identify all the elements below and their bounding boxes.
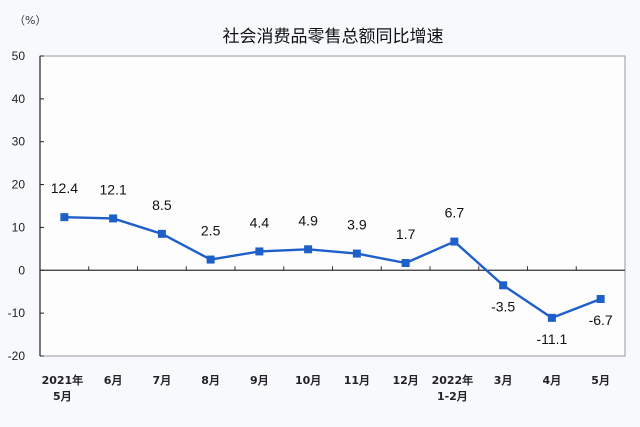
- data-label: 12.1: [100, 181, 127, 197]
- x-tick-label: 2022年: [432, 373, 474, 387]
- data-point-marker: [499, 281, 508, 290]
- x-tick-label: 11月: [344, 374, 370, 387]
- y-tick-label: -20: [8, 349, 26, 363]
- data-point-marker: [304, 245, 313, 254]
- data-point-marker: [450, 237, 459, 246]
- data-point-marker: [157, 229, 166, 238]
- plot-frame: [39, 55, 626, 357]
- y-tick-label: 40: [12, 92, 26, 106]
- data-labels: 12.4 12.1 8.5 2.5 4.4 4.9 3.9 1.7 6.7 -3.5 -11.1 -6…: [51, 180, 613, 347]
- data-label: -11.1: [536, 331, 567, 347]
- data-series: [60, 213, 605, 322]
- x-tick-label: 8月: [201, 374, 220, 387]
- x-tick-label: 2021年: [42, 373, 84, 387]
- y-tick-label: 10: [12, 220, 26, 234]
- x-axis-labels: 2021年 5月 6月 7月 8月 9月 10月 11月 12月 2022年 1-2月 3月 4月 5月: [42, 373, 610, 403]
- y-tick-label: 0: [18, 263, 25, 277]
- x-tick-label: 9月: [250, 374, 269, 387]
- x-tick-label: 7月: [153, 374, 172, 387]
- data-label: 8.5: [152, 197, 172, 213]
- data-label: 4.9: [298, 212, 318, 228]
- data-point-marker: [255, 247, 264, 256]
- x-tick-label: 10月: [295, 374, 321, 387]
- y-tick-label: 30: [12, 135, 26, 149]
- data-label: -6.7: [589, 312, 613, 328]
- data-point-marker: [109, 214, 118, 223]
- data-label: 6.7: [445, 205, 465, 221]
- data-label: 4.4: [250, 214, 270, 230]
- x-tick-label: 3月: [494, 374, 513, 387]
- data-label: 3.9: [347, 217, 367, 233]
- x-axis-zero-line: [40, 266, 625, 271]
- data-point-marker: [206, 255, 215, 264]
- y-axis-unit-label: （%）: [14, 14, 46, 27]
- data-point-marker: [547, 313, 556, 322]
- data-label: 1.7: [396, 226, 416, 242]
- y-tick-label: 20: [12, 178, 26, 192]
- x-tick-label: 5月: [53, 390, 72, 403]
- x-tick-label: 1-2月: [437, 390, 468, 403]
- y-tick-label: 50: [12, 49, 26, 63]
- chart-title: 社会消费品零售总额同比增速: [223, 27, 444, 47]
- data-label: -3.5: [491, 298, 515, 314]
- x-tick-label: 4月: [543, 374, 562, 387]
- y-axis-ticks: 50 40 30 20 10 0 -10 -20: [8, 49, 44, 363]
- data-point-marker: [352, 249, 361, 258]
- x-tick-label: 5月: [591, 374, 610, 387]
- y-tick-label: -10: [8, 306, 26, 320]
- x-tick-label: 6月: [104, 374, 123, 387]
- data-point-marker: [60, 213, 69, 222]
- series-line: [64, 215, 602, 320]
- x-tick-label: 12月: [392, 374, 418, 387]
- data-point-marker: [401, 259, 410, 267]
- data-point-marker: [596, 295, 605, 303]
- data-label: 12.4: [51, 180, 78, 196]
- data-label: 2.5: [201, 223, 221, 239]
